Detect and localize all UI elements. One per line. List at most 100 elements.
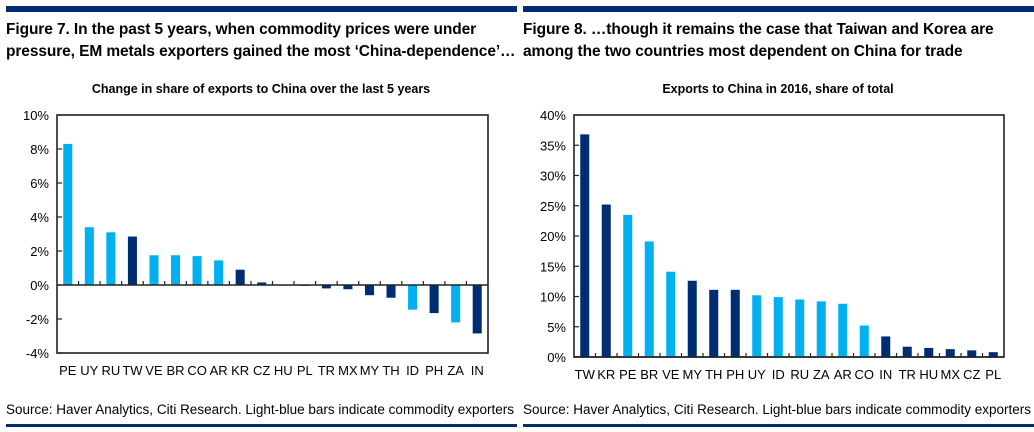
bar-tw	[127, 236, 137, 285]
x-tick-label: MX	[338, 363, 358, 378]
y-tick-label: 30%	[540, 169, 566, 184]
y-tick-label: 5%	[547, 320, 566, 335]
y-tick-label: 10%	[540, 290, 566, 305]
bar-uy	[752, 295, 762, 357]
x-tick-label: KR	[231, 363, 249, 378]
bar-hu	[924, 347, 934, 357]
x-tick-label: CZ	[253, 363, 270, 378]
x-tick-label: TH	[382, 363, 399, 378]
bar-pe	[63, 143, 73, 285]
figure-8-source: Source: Haver Analytics, Citi Research. …	[523, 402, 1031, 417]
x-tick-label: RU	[101, 363, 120, 378]
bottom-rule	[6, 424, 517, 427]
x-tick-label: TH	[705, 367, 722, 382]
bar-pe	[623, 214, 633, 357]
x-tick-label: UY	[748, 367, 766, 382]
x-tick-label: MY	[683, 367, 703, 382]
chart-7: -4% -2% 0% 2% 4% 6% 8% 10% PE UY RU TW VE BR CO AR KR CZ H…	[23, 108, 489, 378]
y-tick-label: 40%	[540, 108, 566, 123]
bar-mx	[343, 285, 353, 290]
bar-ve	[666, 271, 676, 357]
x-tick-label: RU	[790, 367, 809, 382]
x-tick-label: ID	[406, 363, 419, 378]
figure-7-panel: Figure 7. In the past 5 years, when comm…	[6, 0, 517, 432]
bar-br	[644, 241, 654, 357]
bar-tw	[580, 134, 590, 357]
x-tick-label: TW	[122, 363, 143, 378]
bar-pl	[988, 352, 998, 357]
x-tick-label: PE	[59, 363, 77, 378]
x-tick-label: HU	[274, 363, 293, 378]
y-tick-label: -4%	[26, 346, 50, 361]
bar-uy	[84, 227, 94, 285]
bar-th	[709, 289, 719, 357]
x-tick-label: ZA	[813, 367, 830, 382]
y-tick-label: 8%	[30, 142, 49, 157]
chart-7-title: Change in share of exports to China over…	[91, 82, 431, 96]
bar-tr	[321, 285, 331, 289]
x-tick-label: AR	[210, 363, 228, 378]
bar-ru	[795, 299, 805, 357]
x-tick-label: MY	[360, 363, 380, 378]
bar-my	[364, 285, 375, 296]
bar-ar	[214, 260, 224, 285]
x-tick-label: UY	[80, 363, 98, 378]
figure-7-title: Figure 7. In the past 5 years, when comm…	[6, 21, 516, 60]
x-tick-label: IN	[879, 367, 892, 382]
x-tick-label: PE	[619, 367, 637, 382]
x-tick-label: IN	[471, 363, 484, 378]
y-tick-label: 4%	[30, 210, 49, 225]
bar-ph	[730, 289, 740, 357]
chart-8-title: Exports to China in 2016, share of total	[662, 82, 894, 96]
bar-id	[773, 297, 783, 357]
x-tick-label: MX	[941, 367, 961, 382]
x-tick-label: VE	[662, 367, 680, 382]
top-rule	[6, 6, 517, 12]
bar-ph	[429, 285, 439, 314]
plot-frame	[573, 114, 1005, 358]
bar-kr	[235, 269, 245, 285]
bar-za	[816, 301, 826, 357]
bar-ve	[149, 255, 159, 285]
y-tick-label: 2%	[30, 244, 49, 259]
x-tick-label: ZA	[447, 363, 464, 378]
y-tick-label: 35%	[540, 138, 566, 153]
x-tick-label: CO	[855, 367, 875, 382]
x-tick-label: VE	[145, 363, 163, 378]
x-tick-label: PH	[425, 363, 443, 378]
bar-cz	[967, 350, 977, 357]
y-tick-label: -2%	[26, 312, 50, 327]
bar-co	[859, 325, 869, 357]
plot-frame	[56, 114, 489, 354]
bar-tr	[902, 346, 912, 357]
bar-kr	[601, 204, 611, 357]
top-rule	[523, 6, 1034, 12]
x-tick-label: TW	[575, 367, 596, 382]
bar-cz	[257, 282, 267, 285]
bar-mx	[945, 349, 955, 357]
x-tick-label: TR	[318, 363, 335, 378]
figure-8-panel: Figure 8. …though it remains the case th…	[523, 0, 1034, 432]
figure-8-title: Figure 8. …though it remains the case th…	[523, 21, 994, 60]
bar-ar	[838, 303, 848, 357]
bar-za	[451, 285, 461, 323]
x-tick-label: CZ	[963, 367, 980, 382]
bar-co	[192, 256, 202, 285]
x-tick-label: AR	[834, 367, 852, 382]
y-tick-label: 20%	[540, 229, 566, 244]
bottom-rule	[523, 424, 1034, 427]
bar-id	[408, 285, 418, 310]
bar-in	[881, 336, 891, 357]
x-tick-label: PH	[726, 367, 744, 382]
y-tick-label: 25%	[540, 199, 566, 214]
x-tick-label: BR	[640, 367, 658, 382]
y-tick-label: 6%	[30, 176, 49, 191]
bar-ru	[106, 232, 116, 285]
x-tick-label: KR	[597, 367, 615, 382]
x-tick-label: HU	[919, 367, 938, 382]
figure-7-source: Source: Haver Analytics, Citi Research. …	[6, 402, 514, 417]
bar-my	[687, 280, 697, 357]
x-tick-label: BR	[166, 363, 184, 378]
y-tick-label: 0%	[30, 278, 49, 293]
x-tick-label: PL	[985, 367, 1001, 382]
